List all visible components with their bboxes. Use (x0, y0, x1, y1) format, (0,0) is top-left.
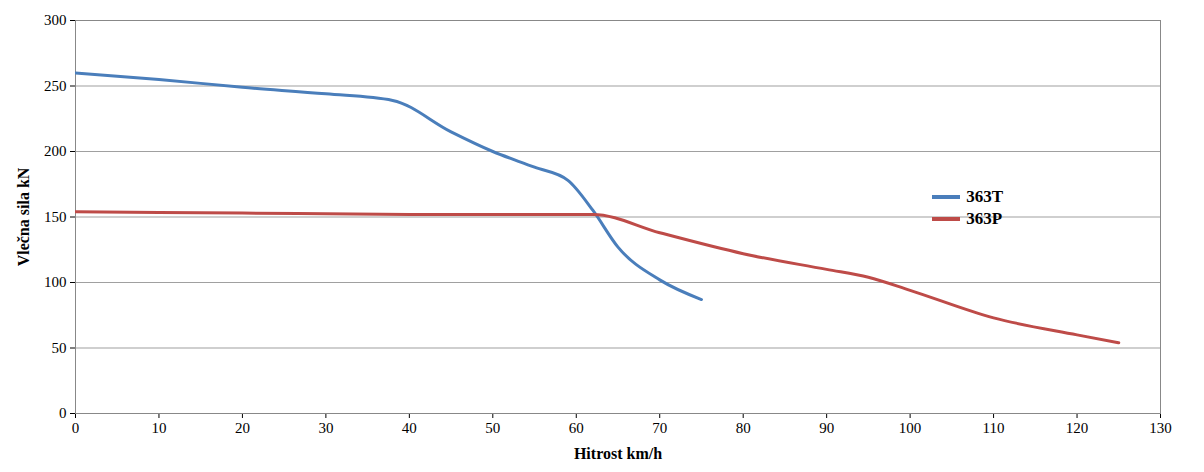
svg-text:40: 40 (402, 420, 417, 436)
svg-text:80: 80 (736, 420, 751, 436)
svg-text:20: 20 (235, 420, 250, 436)
svg-text:0: 0 (59, 405, 67, 421)
svg-text:130: 130 (1149, 420, 1172, 436)
svg-text:120: 120 (1066, 420, 1089, 436)
svg-text:250: 250 (44, 78, 67, 94)
svg-text:Hitrost km/h: Hitrost km/h (574, 445, 662, 462)
html-text:363T: 363T (966, 187, 1003, 206)
svg-text:70: 70 (652, 420, 667, 436)
svg-text:100: 100 (899, 420, 922, 436)
svg-text:100: 100 (44, 274, 67, 290)
svg-text:300: 300 (44, 12, 67, 28)
svg-text:50: 50 (52, 340, 67, 356)
svg-text:50: 50 (485, 420, 500, 436)
svg-text:60: 60 (569, 420, 584, 436)
svg-text:90: 90 (819, 420, 834, 436)
html-text:363P: 363P (966, 209, 1002, 228)
svg-text:110: 110 (983, 420, 1005, 436)
svg-text:200: 200 (44, 143, 67, 159)
svg-text:30: 30 (318, 420, 333, 436)
svg-text:0: 0 (72, 420, 80, 436)
svg-text:Vlečna sila kN: Vlečna sila kN (15, 167, 32, 266)
svg-text:10: 10 (151, 420, 166, 436)
svg-text:150: 150 (44, 209, 67, 225)
